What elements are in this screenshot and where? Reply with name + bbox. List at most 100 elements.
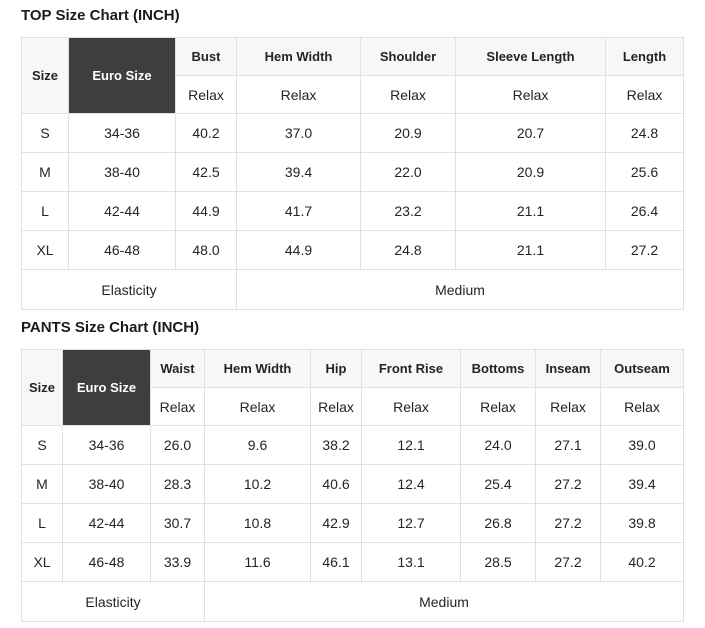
table-row: XL 46-48 33.9 11.6 46.1 13.1 28.5 27.2 4… (21, 542, 684, 582)
value-cell: 24.0 (460, 425, 536, 465)
pants-subheader-hip-relax: Relax (310, 387, 362, 426)
pants-subheader-inseam-relax: Relax (535, 387, 601, 426)
value-cell: 24.8 (360, 230, 456, 270)
value-cell: 37.0 (236, 113, 361, 153)
elasticity-label: Elasticity (21, 269, 237, 310)
value-cell: 10.2 (204, 464, 311, 504)
top-subheader-row: Relax Relax Relax Relax Relax (22, 75, 684, 114)
top-header-euro-size: Euro Size (68, 37, 176, 114)
top-subheader-bust-relax: Relax (175, 75, 237, 114)
pants-header-size: Size (21, 349, 63, 426)
value-cell: 42.9 (310, 503, 362, 543)
size-cell: L (21, 191, 69, 231)
pants-subheader-hem-width-relax: Relax (204, 387, 311, 426)
value-cell: 27.2 (605, 230, 684, 270)
euro-size-cell: 38-40 (62, 464, 151, 504)
table-row: L 42-44 44.9 41.7 23.2 21.1 26.4 (21, 191, 684, 231)
value-cell: 20.9 (360, 113, 456, 153)
value-cell: 44.9 (175, 191, 237, 231)
pants-header-row: Size Euro Size Waist Hem Width Hip Front… (21, 349, 684, 426)
value-cell: 27.1 (535, 425, 601, 465)
euro-size-cell: 34-36 (68, 113, 176, 153)
euro-size-cell: 34-36 (62, 425, 151, 465)
top-header-hem-width: Hem Width (236, 37, 361, 76)
value-cell: 48.0 (175, 230, 237, 270)
value-cell: 39.4 (600, 464, 684, 504)
euro-size-cell: 46-48 (62, 542, 151, 582)
value-cell: 10.8 (204, 503, 311, 543)
pants-subheader-outseam-relax: Relax (600, 387, 684, 426)
value-cell: 12.1 (361, 425, 461, 465)
pants-header-waist: Waist (150, 349, 205, 388)
value-cell: 33.9 (150, 542, 205, 582)
top-chart-title: TOP Size Chart (INCH) (21, 7, 180, 24)
elasticity-value: Medium (204, 581, 684, 622)
pants-subheader-bottoms-relax: Relax (460, 387, 536, 426)
value-cell: 9.6 (204, 425, 311, 465)
table-row: XL 46-48 48.0 44.9 24.8 21.1 27.2 (21, 230, 684, 270)
pants-header-bottoms: Bottoms (460, 349, 536, 388)
elasticity-value: Medium (236, 269, 684, 310)
size-cell: M (21, 464, 63, 504)
elasticity-label: Elasticity (21, 581, 205, 622)
value-cell: 12.4 (361, 464, 461, 504)
value-cell: 28.3 (150, 464, 205, 504)
value-cell: 27.2 (535, 464, 601, 504)
value-cell: 12.7 (361, 503, 461, 543)
elasticity-row: Elasticity Medium (21, 581, 684, 622)
euro-size-cell: 46-48 (68, 230, 176, 270)
value-cell: 39.0 (600, 425, 684, 465)
pants-subheader-waist-relax: Relax (150, 387, 205, 426)
size-cell: S (21, 113, 69, 153)
value-cell: 25.4 (460, 464, 536, 504)
value-cell: 26.8 (460, 503, 536, 543)
value-cell: 30.7 (150, 503, 205, 543)
pants-subheader-front-rise-relax: Relax (361, 387, 461, 426)
value-cell: 23.2 (360, 191, 456, 231)
top-subheader-sleeve-length-relax: Relax (455, 75, 606, 114)
top-header-row: Size Euro Size Bust Hem Width Shoulder S… (21, 37, 684, 114)
size-cell: XL (21, 230, 69, 270)
top-header-size: Size (21, 37, 69, 114)
pants-chart-title: PANTS Size Chart (INCH) (21, 319, 200, 336)
top-size-table: Size Euro Size Bust Hem Width Shoulder S… (21, 37, 684, 310)
size-cell: M (21, 152, 69, 192)
size-cell: XL (21, 542, 63, 582)
euro-size-cell: 42-44 (68, 191, 176, 231)
size-cell: L (21, 503, 63, 543)
euro-size-cell: 42-44 (62, 503, 151, 543)
value-cell: 22.0 (360, 152, 456, 192)
pants-header-front-rise: Front Rise (361, 349, 461, 388)
pants-header-euro-size: Euro Size (62, 349, 151, 426)
value-cell: 13.1 (361, 542, 461, 582)
pants-header-outseam: Outseam (600, 349, 684, 388)
pants-header-inseam: Inseam (535, 349, 601, 388)
value-cell: 11.6 (204, 542, 311, 582)
value-cell: 28.5 (460, 542, 536, 582)
value-cell: 25.6 (605, 152, 684, 192)
value-cell: 39.4 (236, 152, 361, 192)
pants-size-table: Size Euro Size Waist Hem Width Hip Front… (21, 349, 684, 622)
value-cell: 46.1 (310, 542, 362, 582)
pants-header-hip: Hip (310, 349, 362, 388)
table-row: L 42-44 30.7 10.8 42.9 12.7 26.8 27.2 39… (21, 503, 684, 543)
value-cell: 21.1 (455, 191, 606, 231)
top-header-bust: Bust (175, 37, 237, 76)
value-cell: 44.9 (236, 230, 361, 270)
value-cell: 27.2 (535, 542, 601, 582)
top-header-shoulder: Shoulder (360, 37, 456, 76)
value-cell: 26.4 (605, 191, 684, 231)
value-cell: 42.5 (175, 152, 237, 192)
top-header-length: Length (605, 37, 684, 76)
size-cell: S (21, 425, 63, 465)
value-cell: 20.7 (455, 113, 606, 153)
value-cell: 40.6 (310, 464, 362, 504)
top-header-sleeve-length: Sleeve Length (455, 37, 606, 76)
value-cell: 39.8 (600, 503, 684, 543)
table-row: S 34-36 26.0 9.6 38.2 12.1 24.0 27.1 39.… (21, 425, 684, 465)
value-cell: 20.9 (455, 152, 606, 192)
value-cell: 26.0 (150, 425, 205, 465)
table-row: S 34-36 40.2 37.0 20.9 20.7 24.8 (21, 113, 684, 153)
top-subheader-hem-width-relax: Relax (236, 75, 361, 114)
